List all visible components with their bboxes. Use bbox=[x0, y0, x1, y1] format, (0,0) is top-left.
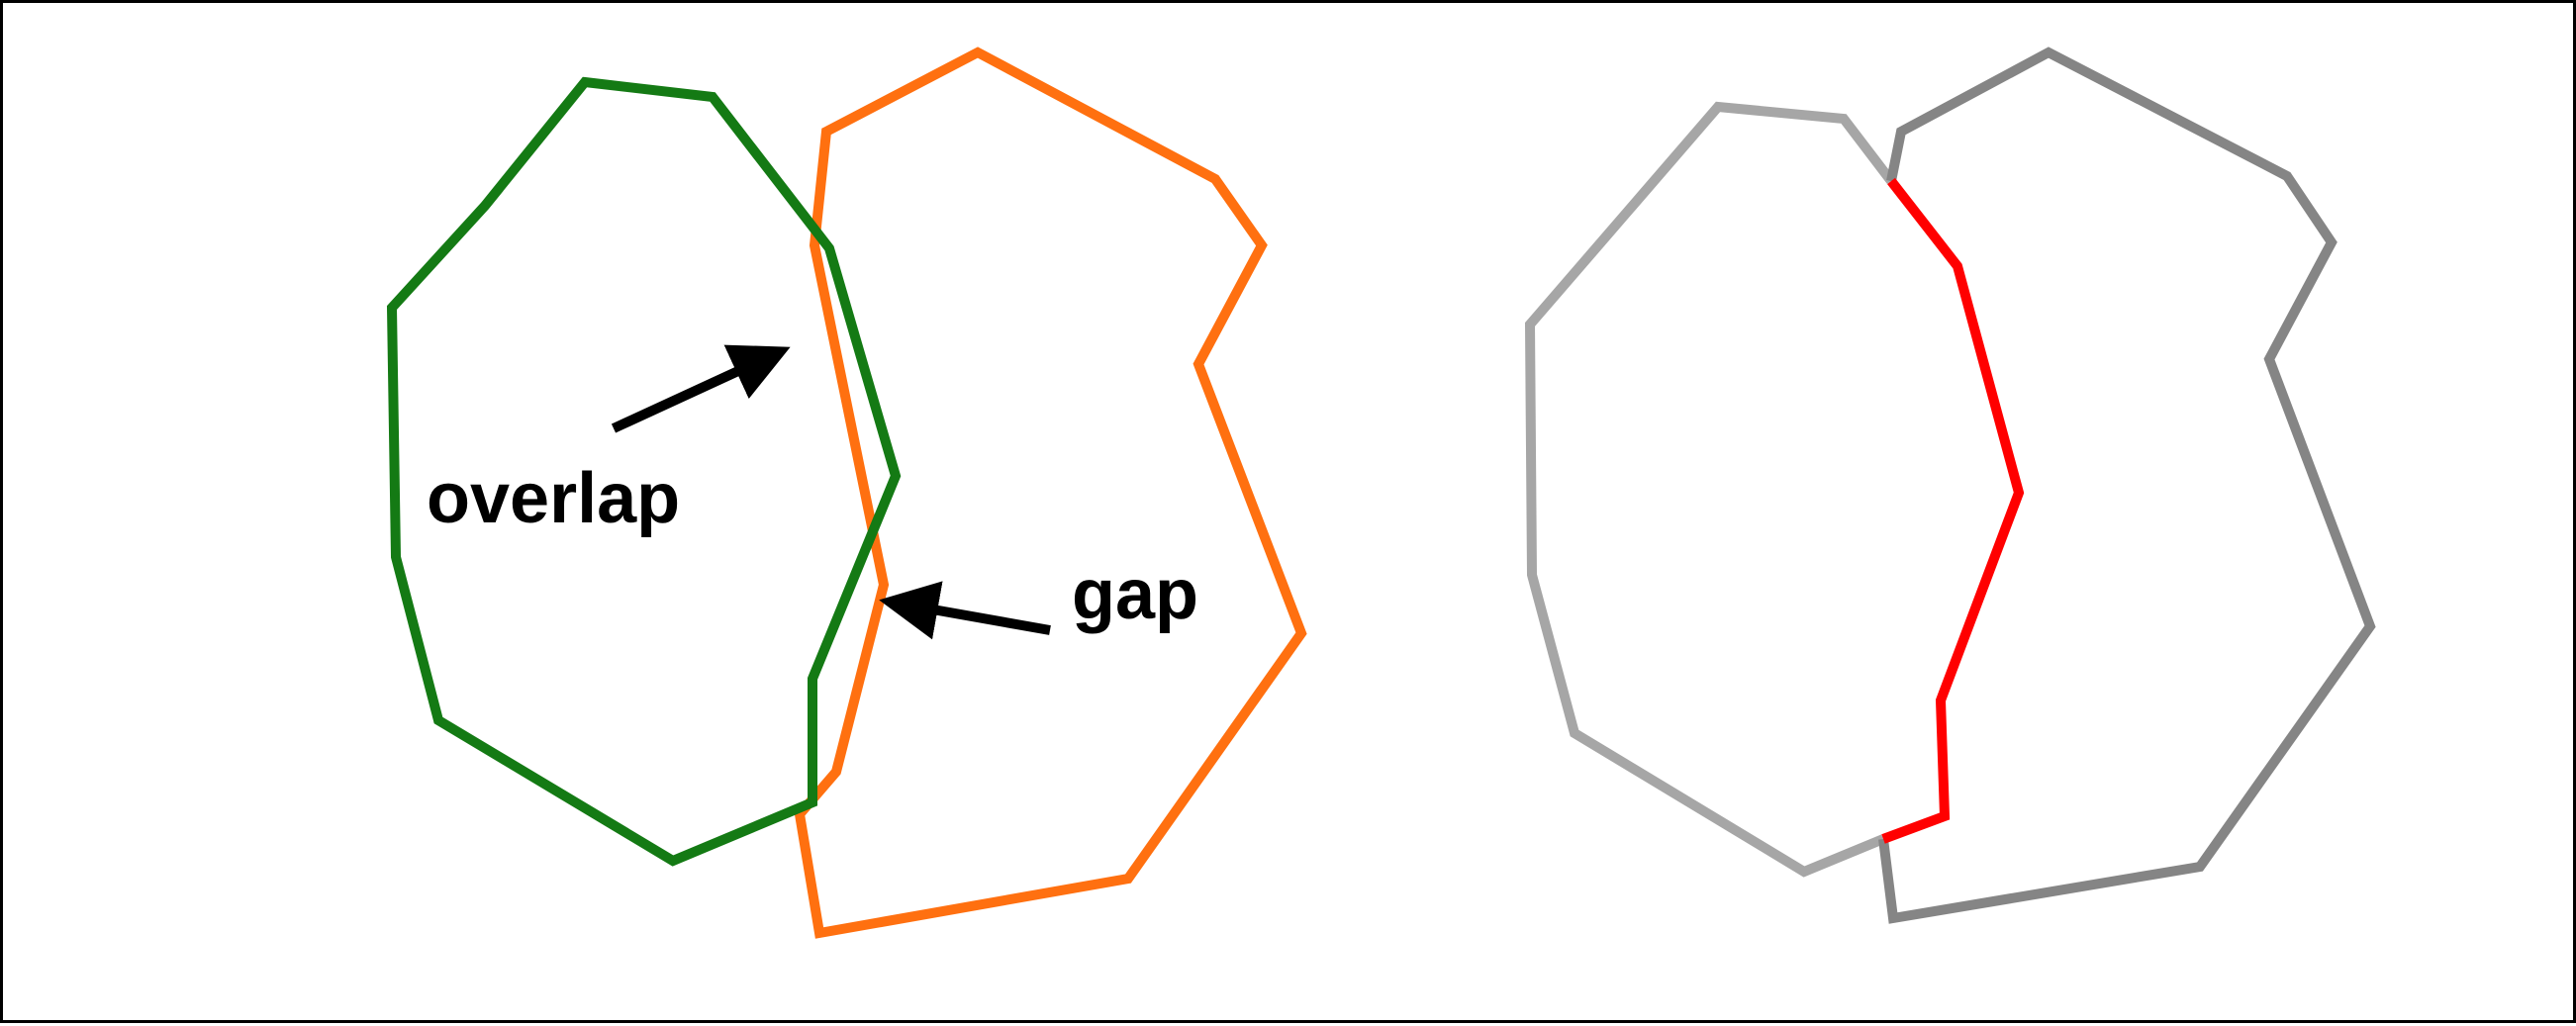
orange-polygon bbox=[794, 47, 1307, 939]
overlap-arrow bbox=[611, 344, 791, 433]
overlap-label: overlap bbox=[427, 459, 680, 538]
light-gray-polygon bbox=[1524, 101, 1895, 878]
polygon-overlap-diagram: overlap gap bbox=[386, 47, 2376, 939]
shared-edge bbox=[1881, 177, 2025, 844]
green-polygon bbox=[386, 76, 902, 867]
gap-arrow bbox=[879, 581, 1051, 640]
dark-gray-polygon bbox=[1878, 47, 2376, 924]
gap-label: gap bbox=[1072, 555, 1198, 634]
